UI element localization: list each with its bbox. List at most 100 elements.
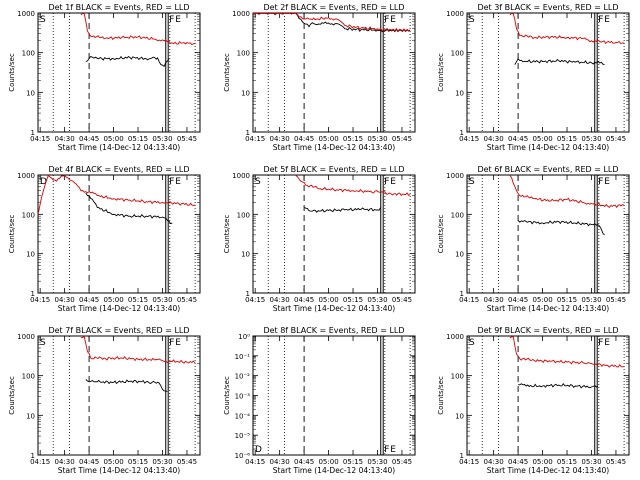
start-marker: S [469, 338, 475, 348]
events-series-line [85, 192, 173, 225]
f-marker: F [169, 338, 174, 348]
f-marker: F [169, 15, 174, 25]
end-marker: E [604, 177, 610, 187]
plot-frame [466, 335, 630, 456]
x-tick-label: 05:30 [581, 296, 601, 304]
x-tick-label: 05:15 [557, 458, 577, 466]
x-tick-label: 05:00 [532, 458, 552, 466]
f-marker: F [384, 177, 389, 187]
start-marker: S [255, 177, 261, 187]
y-axis-label: Counts/sec [223, 376, 231, 415]
x-tick-label: 05:00 [318, 296, 338, 304]
lld-series-line [253, 13, 411, 32]
y-tick-label: 10 [241, 89, 250, 97]
x-tick-label: 05:45 [392, 458, 412, 466]
x-axis-title: Start Time (14-Dec-12 04:13:40) [273, 143, 395, 152]
events-series-line [85, 379, 168, 392]
x-axis-title: Start Time (14-Dec-12 04:13:40) [487, 466, 609, 475]
end-marker: E [604, 338, 610, 348]
panel-7: Det 7f BLACK = Events, RED = LLD Counts/s… [8, 326, 201, 475]
x-tick-label: 04:15 [245, 135, 265, 143]
plot-frame [252, 12, 416, 133]
events-series-line [85, 55, 170, 68]
y-axis-label: Counts/sec [8, 215, 16, 254]
panel-2: Det 2f BLACK = Events, RED = LLD Counts/s… [223, 3, 416, 152]
end-marker: E [175, 177, 181, 187]
y-tick-label: 10 [26, 89, 35, 97]
start-marker: S [40, 338, 46, 348]
x-tick-label: 04:30 [55, 135, 75, 143]
y-tick-label: 1000 [446, 333, 464, 341]
x-tick-label: 04:15 [245, 458, 265, 466]
x-tick-label: 04:15 [459, 458, 479, 466]
end-marker: E [390, 177, 396, 187]
x-tick-label: 04:45 [508, 135, 528, 143]
y-tick-label: 10 [455, 89, 464, 97]
y-tick-label: 10⁻³ [235, 393, 251, 401]
x-tick-label: 04:45 [294, 458, 314, 466]
panel-title: Det 3f BLACK = Events, RED = LLD [477, 3, 618, 12]
panel-6: Det 6f BLACK = Events, RED = LLD Counts/s… [437, 165, 630, 313]
x-tick-label: 04:15 [459, 135, 479, 143]
x-tick-label: 04:45 [79, 458, 99, 466]
x-tick-label: 05:45 [392, 135, 412, 143]
x-tick-label: 05:45 [606, 135, 626, 143]
x-tick-label: 05:15 [128, 296, 148, 304]
x-tick-label: 05:45 [177, 458, 197, 466]
det-marker: D [255, 445, 262, 455]
x-tick-label: 05:30 [367, 296, 387, 304]
y-tick-label: 1 [460, 290, 464, 298]
y-tick-label: 1000 [232, 172, 250, 180]
panel-title: Det 5f BLACK = Events, RED = LLD [263, 165, 404, 174]
x-tick-label: 04:30 [484, 458, 504, 466]
lld-series-line [295, 175, 411, 197]
lld-series-line [509, 175, 625, 209]
x-tick-label: 05:15 [343, 135, 363, 143]
y-tick-label: 10 [26, 412, 35, 420]
x-tick-label: 05:00 [103, 296, 123, 304]
f-marker: F [384, 445, 389, 455]
panel-4: Det 4f BLACK = Events, RED = LLD Counts/s… [8, 165, 201, 313]
f-marker: F [169, 177, 174, 187]
x-tick-label: 04:45 [294, 296, 314, 304]
x-tick-label: 05:45 [177, 135, 197, 143]
y-tick-label: 100 [451, 211, 464, 219]
panel-8: Det 8f BLACK = Events, RED = LLD Counts/s… [223, 326, 416, 475]
y-tick-label: 1000 [17, 172, 35, 180]
y-tick-label: 1000 [446, 10, 464, 18]
x-tick-label: 04:30 [55, 458, 75, 466]
panel-title: Det 9f BLACK = Events, RED = LLD [477, 326, 618, 335]
panel-title: Det 7f BLACK = Events, RED = LLD [48, 326, 189, 335]
y-tick-label: 100 [22, 211, 35, 219]
panel-title: Det 4f BLACK = Events, RED = LLD [48, 165, 189, 174]
x-tick-label: 05:15 [557, 135, 577, 143]
y-tick-label: 10 [455, 412, 464, 420]
y-tick-label: 100 [22, 373, 35, 381]
y-tick-label: 10⁻⁴ [235, 412, 251, 420]
x-axis-title: Start Time (14-Dec-12 04:13:40) [273, 466, 395, 475]
x-axis-title: Start Time (14-Dec-12 04:13:40) [58, 466, 180, 475]
x-tick-label: 05:00 [532, 135, 552, 143]
x-axis-title: Start Time (14-Dec-12 04:13:40) [58, 304, 180, 313]
y-tick-label: 1 [246, 129, 250, 137]
x-tick-label: 05:30 [367, 135, 387, 143]
y-tick-label: 10⁰ [238, 333, 250, 341]
x-tick-label: 05:15 [343, 296, 363, 304]
det-marker: D [40, 177, 47, 187]
start-marker: S [469, 15, 475, 25]
y-tick-label: 100 [451, 50, 464, 58]
start-marker: S [469, 177, 475, 187]
y-tick-label: 1 [460, 129, 464, 137]
x-tick-label: 05:00 [103, 135, 123, 143]
x-tick-label: 04:45 [508, 458, 528, 466]
y-tick-label: 10⁻⁵ [235, 432, 251, 440]
x-axis-title: Start Time (14-Dec-12 04:13:40) [273, 304, 395, 313]
events-series-line [303, 206, 382, 213]
y-tick-label: 10⁻² [235, 373, 251, 381]
x-tick-label: 04:15 [459, 296, 479, 304]
x-axis-title: Start Time (14-Dec-12 04:13:40) [58, 143, 180, 152]
panel-5: Det 5f BLACK = Events, RED = LLD Counts/s… [223, 165, 416, 313]
x-tick-label: 04:30 [484, 135, 504, 143]
y-tick-label: 10 [455, 251, 464, 259]
panel-title: Det 2f BLACK = Events, RED = LLD [263, 3, 404, 12]
